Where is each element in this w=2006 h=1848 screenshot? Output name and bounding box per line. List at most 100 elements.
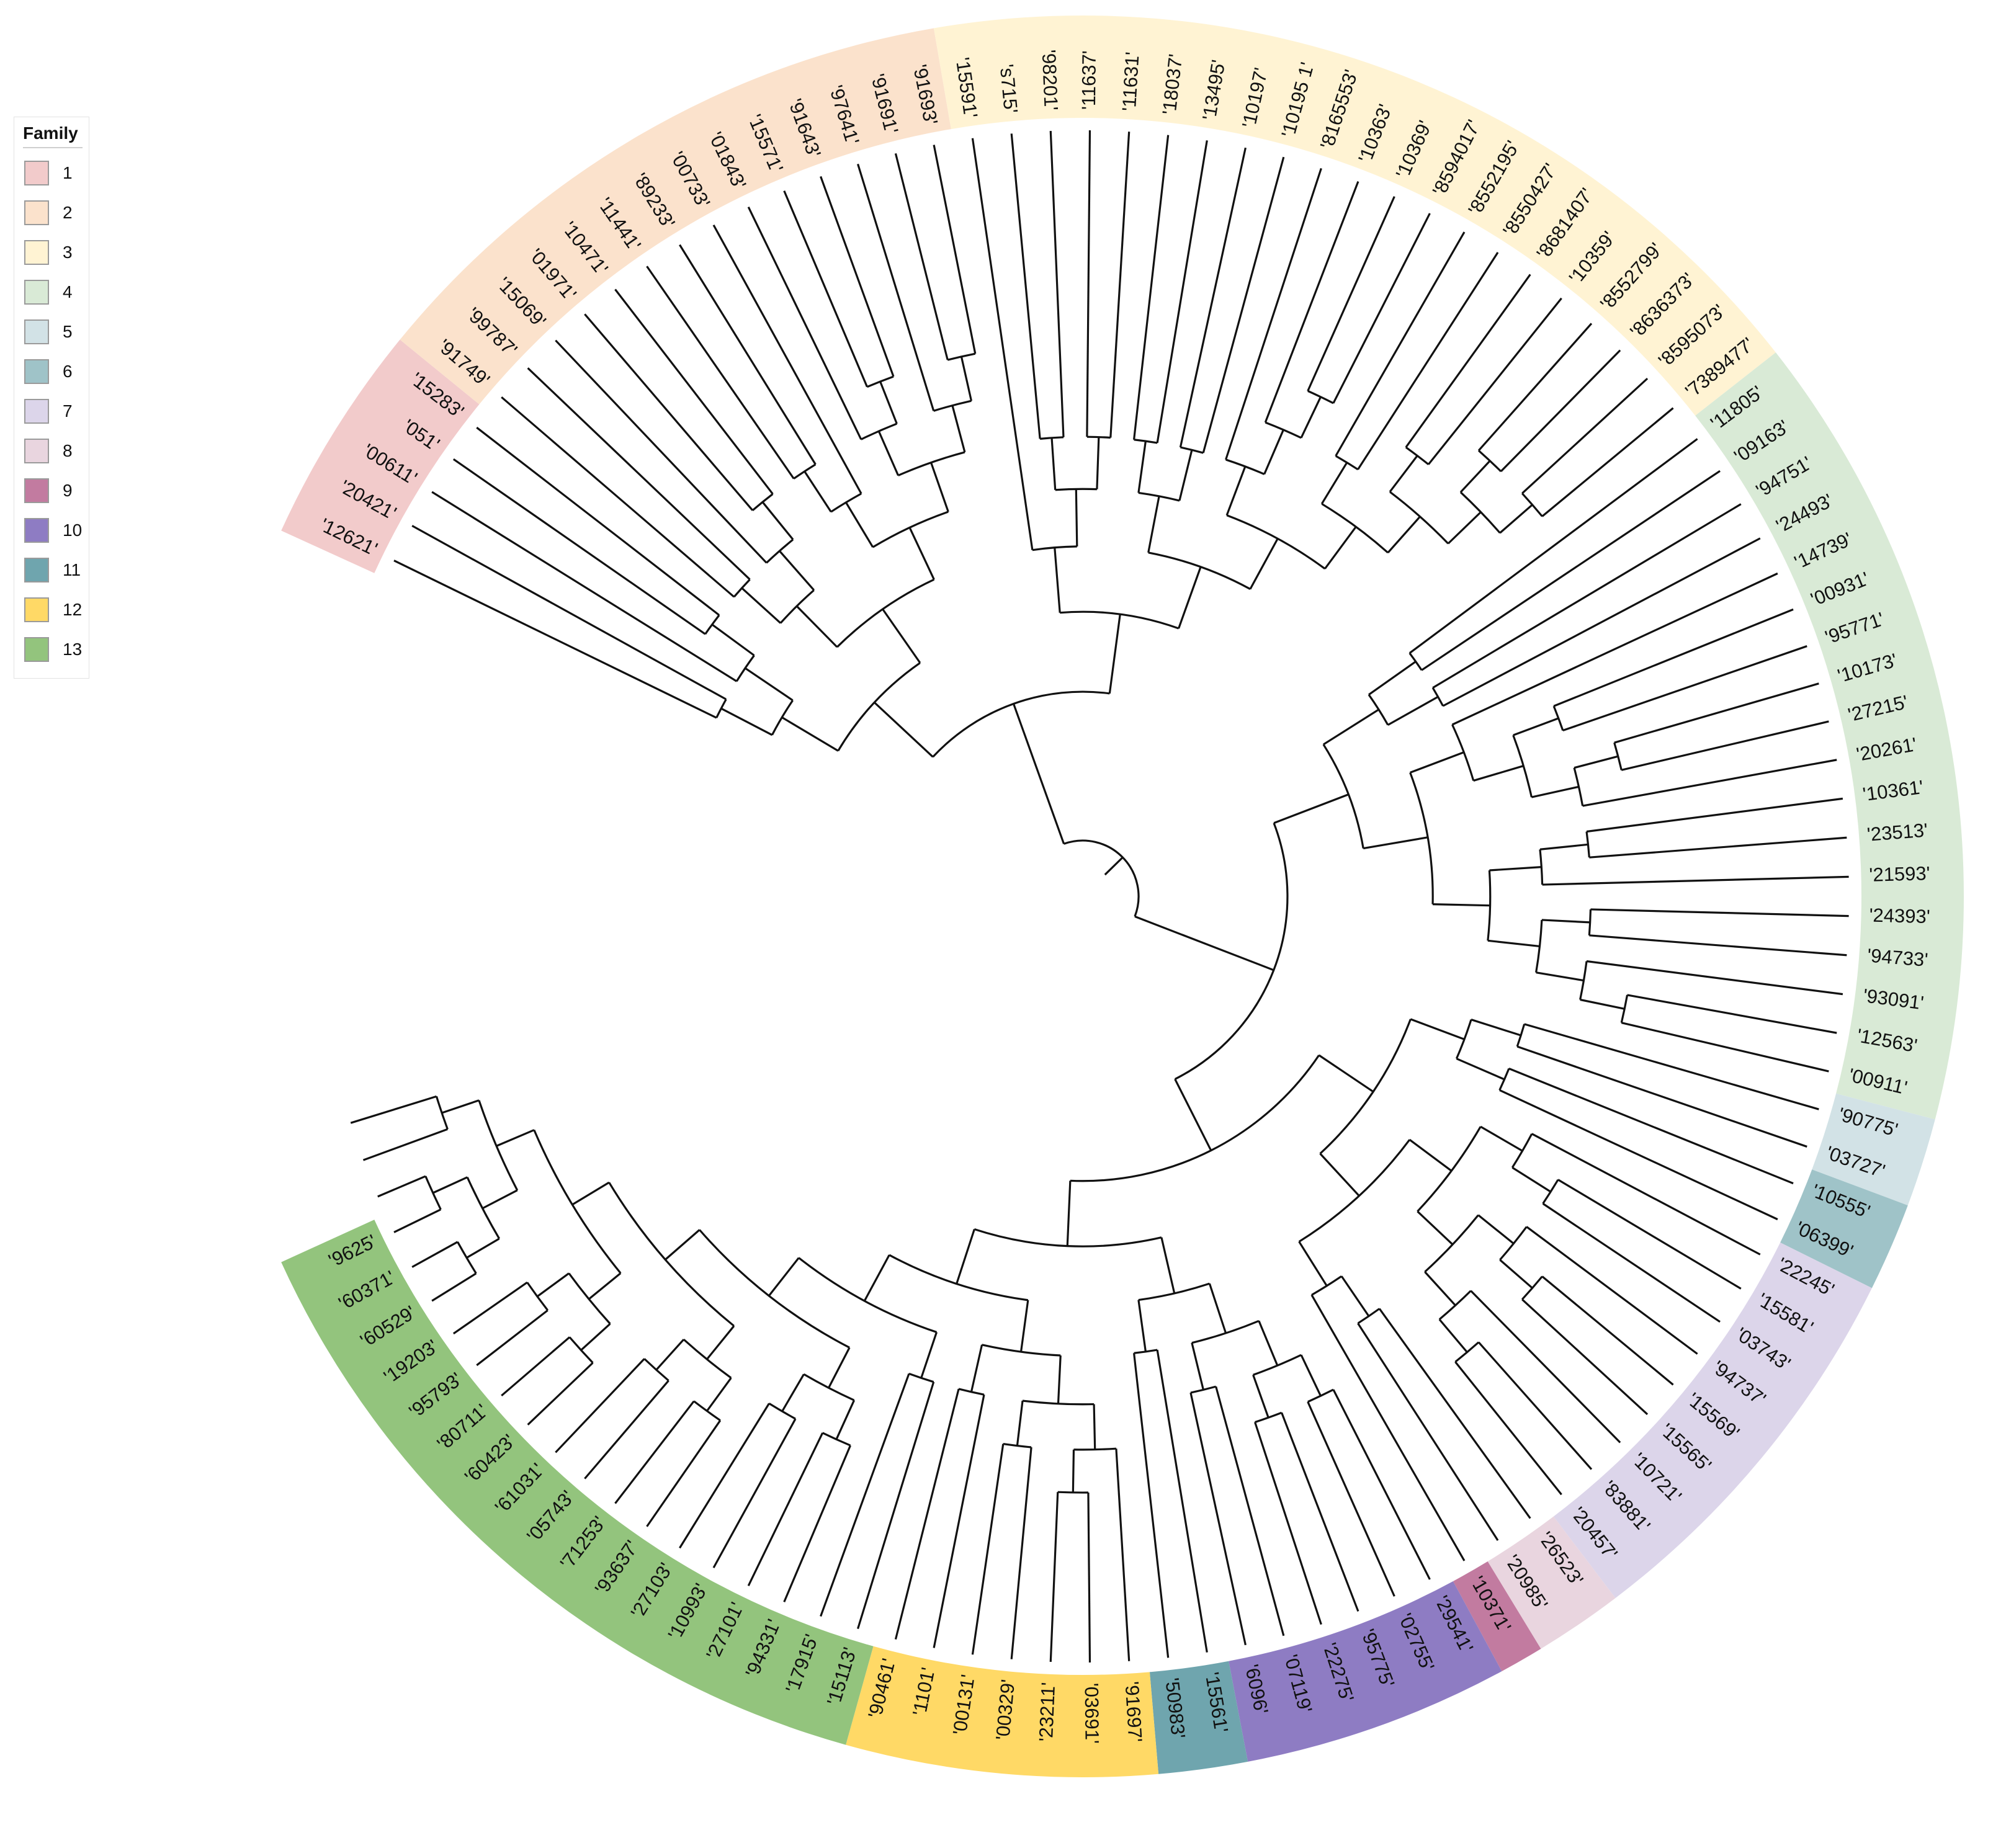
leaf-branch [894, 1388, 960, 1640]
legend-item-family-7: 7 [20, 391, 83, 431]
leaf-branch [646, 266, 795, 480]
tree-branches [350, 130, 1849, 1663]
internal-branch [1471, 1019, 1521, 1037]
internal-branch [956, 1228, 975, 1285]
legend-label: 3 [63, 243, 73, 262]
internal-branch [1208, 1283, 1227, 1334]
internal-branch [1137, 1300, 1147, 1352]
internal-branch [1057, 1355, 1062, 1404]
leaf-branch [1427, 297, 1562, 465]
internal-branch [1459, 460, 1491, 493]
clade-arc [958, 1388, 985, 1396]
leaf-branch [1332, 213, 1431, 404]
internal-branch [863, 1254, 890, 1301]
internal-branch [1456, 1058, 1505, 1081]
clade-arc [735, 654, 755, 682]
internal-branch [804, 471, 832, 512]
internal-branch [745, 667, 794, 702]
clade-arc [704, 614, 720, 635]
internal-branch [1499, 1259, 1533, 1289]
clade-arc [1073, 1447, 1117, 1451]
internal-branch [1174, 1078, 1212, 1151]
internal-branch [835, 1399, 856, 1440]
family-band-13 [281, 1220, 874, 1745]
leaf-branch [1531, 1133, 1761, 1256]
family-band-8 [1487, 1516, 1616, 1649]
legend-label: 12 [63, 600, 83, 619]
leaf-branch [1521, 377, 1649, 494]
legend-label: 11 [63, 560, 81, 579]
leaf-branch [894, 153, 949, 360]
legend-swatch [24, 478, 49, 503]
internal-branch [970, 1344, 983, 1393]
clade-arc [1321, 502, 1389, 554]
leaf-branch [1086, 130, 1091, 437]
legend-swatch [24, 558, 49, 583]
legend-swatch [24, 161, 49, 185]
internal-branch [1477, 1214, 1515, 1244]
internal-branch [1408, 1138, 1453, 1172]
leaf-branch [1432, 503, 1742, 689]
clade-arc [1477, 450, 1502, 473]
leaf-label: '11631' [1118, 51, 1144, 112]
leaf-branch [1264, 181, 1359, 423]
leaf-branch [1115, 1448, 1131, 1661]
internal-branch [1178, 449, 1193, 501]
leaf-branch [1156, 1349, 1208, 1653]
leaf-branch [1470, 1290, 1621, 1444]
internal-branch [580, 1323, 611, 1351]
legend-item-family-10: 10 [20, 511, 83, 550]
internal-branch [1134, 915, 1274, 971]
family-band-12 [846, 1646, 1159, 1777]
leaf-branch [527, 367, 751, 581]
legend-swatch [24, 518, 49, 543]
leaf-branch [1590, 908, 1849, 917]
leaf-branch [679, 1403, 770, 1549]
leaf-branch [971, 1444, 1005, 1655]
internal-branch [1410, 1018, 1465, 1040]
legend-swatch [24, 319, 49, 344]
leaf-branch [1109, 132, 1131, 438]
internal-branch [1263, 429, 1284, 475]
leaf-branch [1621, 720, 1829, 771]
leaf-branch [555, 1358, 645, 1453]
leaf-branch [1442, 537, 1761, 707]
leaf-branch [1627, 994, 1837, 1034]
internal-branch [1075, 489, 1078, 547]
internal-branch [845, 502, 874, 548]
leaf-branch [1451, 572, 1778, 726]
internal-branch [908, 527, 935, 580]
clade-arc [1225, 458, 1265, 475]
leaf-branch [1202, 156, 1285, 453]
clade-arc [798, 1257, 938, 1333]
internal-branch [481, 1189, 518, 1210]
leaf-branch [584, 313, 754, 511]
legend-item-family-12: 12 [20, 590, 83, 630]
leaf-label: '98201' [1038, 49, 1062, 110]
legend-item-family-5: 5 [20, 312, 83, 352]
leaf-branch [501, 396, 735, 598]
leaf-branch [431, 491, 738, 682]
leaf-branch [1189, 1392, 1247, 1646]
family-band-9 [1453, 1561, 1541, 1672]
internal-branch [1016, 1400, 1024, 1446]
internal-branch [1511, 1166, 1551, 1193]
leaf-branch [1215, 1386, 1285, 1636]
internal-branch [1447, 511, 1482, 545]
leaf-branch [1516, 1045, 1807, 1148]
leaf-branch [1541, 407, 1674, 517]
clade-arc [1521, 1275, 1543, 1300]
clade-arc [1455, 1019, 1472, 1060]
legend-swatch [24, 359, 49, 384]
clade-arc [1539, 849, 1544, 885]
internal-branch [1389, 455, 1418, 493]
leaf-branch [1332, 1389, 1431, 1580]
internal-branch [920, 1331, 938, 1378]
leaf-branch [1521, 1298, 1649, 1416]
leaf-branch [1557, 1179, 1742, 1290]
leaf-branch [452, 458, 706, 635]
internal-branch [951, 405, 966, 453]
leaf-branch [614, 288, 774, 495]
internal-branch [1300, 1354, 1322, 1396]
leaf-branch [820, 1373, 910, 1617]
